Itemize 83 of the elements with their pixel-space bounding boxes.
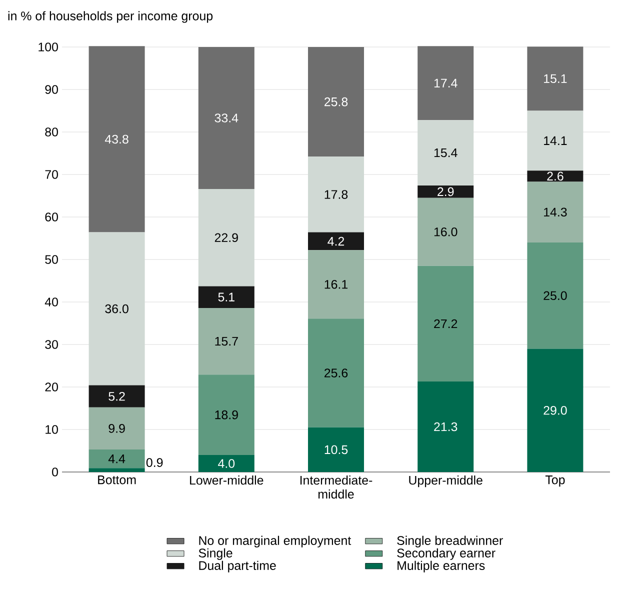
data-label: 21.3 [434, 422, 458, 432]
bar [88, 385, 145, 408]
data-label: 17.8 [324, 190, 348, 199]
bar [198, 286, 254, 308]
data-label: 4.4 [108, 454, 126, 464]
data-label: 18.9 [215, 410, 238, 420]
legend-label: Single breadwinner [397, 536, 503, 548]
data-label: 2.6 [547, 172, 564, 181]
bar [418, 381, 474, 472]
bar [88, 46, 145, 232]
legend-label: Secondary earner [397, 548, 496, 560]
data-label: 14.3 [544, 208, 567, 217]
data-label: 5.2 [108, 392, 125, 401]
y-tick-label: 30 [45, 340, 58, 349]
x-tick-label: Intermediate-middle [300, 476, 372, 499]
data-label: 4.2 [328, 236, 344, 246]
data-label: 33.4 [214, 114, 238, 122]
data-label: 25.0 [544, 291, 567, 300]
data-label: 22.9 [214, 233, 238, 242]
data-label: 10.5 [324, 445, 348, 454]
data-label: 36.0 [105, 304, 128, 314]
data-label: 5.1 [218, 292, 234, 302]
data-label: 4.0 [218, 459, 235, 468]
bar [527, 110, 584, 171]
bar [198, 188, 254, 286]
bar [308, 232, 364, 250]
data-label: 15.1 [544, 74, 567, 84]
data-label: 25.8 [324, 97, 348, 106]
bar [198, 374, 254, 455]
bar [88, 232, 145, 386]
data-label: 14.1 [544, 136, 567, 145]
bar [418, 186, 474, 198]
bar [198, 46, 254, 189]
legend-label: Dual part-time [199, 560, 276, 572]
y-tick-label: 70 [45, 170, 58, 179]
y-tick-label: 40 [44, 298, 58, 306]
bar [527, 182, 584, 242]
y-tick-label: 50 [45, 255, 58, 264]
data-label: 15.7 [215, 336, 238, 346]
bar [527, 170, 584, 182]
data-label: 15.4 [434, 148, 458, 158]
legend-label: Single [198, 548, 232, 560]
data-label: 27.2 [434, 319, 458, 328]
legend-label: Multiple earners [398, 560, 485, 572]
bar [308, 250, 364, 319]
bar [418, 120, 474, 186]
data-label: 9.9 [108, 424, 125, 433]
bar [88, 407, 145, 450]
x-tick-label: Bottom [98, 476, 136, 484]
bar [527, 242, 584, 349]
bar [527, 46, 584, 111]
data-label: 29.0 [544, 406, 567, 415]
bar [308, 427, 364, 472]
bar [418, 46, 474, 120]
bar [527, 348, 584, 472]
bar [88, 449, 145, 468]
data-label: 17.4 [434, 78, 458, 88]
bar [198, 308, 254, 375]
y-tick-label: 60 [45, 212, 58, 222]
x-tick-label: Lower-middle [190, 476, 264, 485]
bar [308, 318, 364, 428]
y-tick-label: 0 [52, 468, 58, 476]
data-label: 2.9 [438, 187, 454, 196]
data-label: 25.6 [324, 368, 348, 378]
data-label: 16.0 [434, 227, 458, 236]
bar [88, 468, 145, 472]
y-tick-label: 10 [46, 425, 58, 434]
y-tick-label: 100 [38, 42, 58, 52]
bar [308, 156, 364, 232]
bar [198, 455, 254, 472]
y-tick-label: 80 [45, 128, 58, 136]
data-label: 43.8 [104, 134, 128, 144]
legend-label: No or marginal employment [199, 536, 352, 548]
x-tick-label: Top [545, 476, 565, 487]
bar [308, 46, 364, 157]
data-label: 16.1 [324, 280, 348, 289]
x-tick-label: Upper-middle [409, 476, 482, 488]
bar [418, 266, 474, 382]
y-tick-label: 20 [45, 382, 58, 392]
y-axis-title: in % of households per income group [8, 11, 213, 23]
data-label: 0.9 [146, 458, 163, 467]
y-tick-label: 90 [45, 85, 58, 94]
bar [418, 198, 474, 266]
